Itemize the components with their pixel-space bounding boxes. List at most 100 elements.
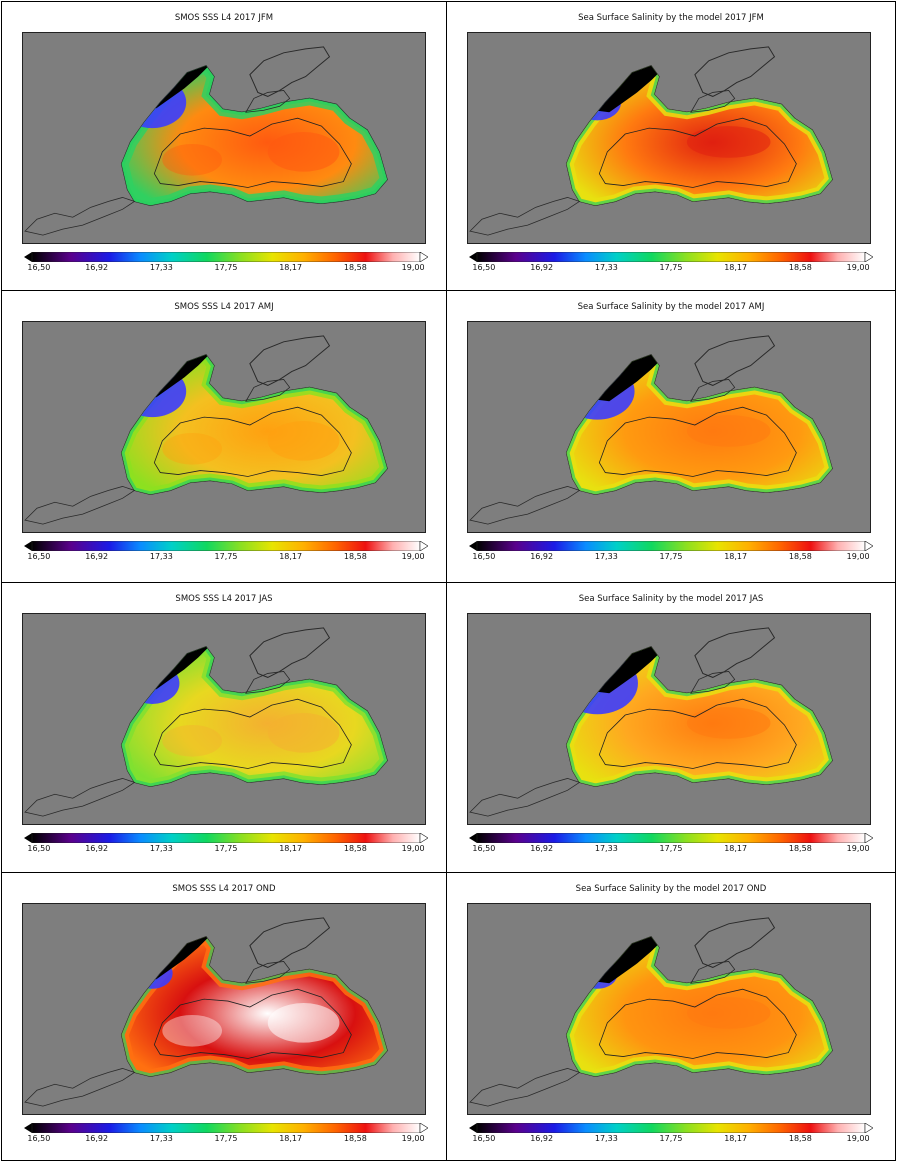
colorbar-tick-label: 17,33	[149, 1134, 173, 1143]
panel-title: SMOS SSS L4 2017 OND	[172, 884, 276, 894]
panel-smos-2: SMOS SSS L4 2017 AMJ 16,50 16,92 17,33 17,75…	[1, 291, 447, 583]
colorbar-tick-label: 18,58	[343, 844, 367, 853]
colorbar-tick-label: 19,00	[846, 844, 870, 853]
colorbar-tick-label: 17,33	[594, 844, 618, 853]
colorbar-tick-label: 18,58	[343, 552, 367, 561]
colorbar-tick-label: 17,33	[149, 263, 173, 272]
colorbar-tick-label: 16,50	[27, 844, 51, 853]
colorbar-tick-label: 16,50	[472, 263, 496, 272]
colorbar-tick-label: 18,17	[724, 844, 748, 853]
colorbar	[24, 252, 428, 262]
colorbar-tick-label: 16,92	[530, 263, 554, 272]
colorbar-tick-label: 17,33	[594, 1134, 618, 1143]
colorbar-tick-label: 18,58	[343, 1134, 367, 1143]
colorbar-tick-label: 18,58	[343, 263, 367, 272]
colorbar-tick-label: 18,58	[788, 844, 812, 853]
salinity-map	[467, 613, 871, 825]
colorbar-ticks: 16,50 16,92 17,33 17,75 18,17 18,58 19,00	[469, 263, 873, 275]
colorbar-tick-label: 17,75	[214, 844, 238, 853]
colorbar-tick-label: 17,75	[659, 263, 683, 272]
panel-title: SMOS SSS L4 2017 JFM	[174, 13, 274, 23]
colorbar-tick-label: 19,00	[401, 1134, 425, 1143]
colorbar	[469, 833, 873, 843]
colorbar-tick-label: 18,17	[724, 1134, 748, 1143]
colorbar-tick-label: 16,50	[27, 552, 51, 561]
colorbar-ticks: 16,50 16,92 17,33 17,75 18,17 18,58 19,00	[469, 844, 873, 856]
colorbar-tick-label: 17,75	[214, 552, 238, 561]
isohaline-contour	[598, 988, 797, 1059]
panel-title: Sea Surface Salinity by the model 2017 J…	[578, 594, 764, 604]
colorbar-tick-label: 16,92	[85, 552, 109, 561]
colorbar-tick-label: 16,92	[530, 552, 554, 561]
colorbar-ticks: 16,50 16,92 17,33 17,75 18,17 18,58 19,00	[24, 263, 428, 275]
colorbar-tick-label: 17,75	[659, 552, 683, 561]
colorbar-tick-label: 16,50	[472, 844, 496, 853]
colorbar-tick-label: 18,17	[279, 552, 303, 561]
salinity-map	[22, 903, 426, 1115]
isohaline-contour	[153, 406, 352, 477]
panel-smos-6: SMOS SSS L4 2017 OND 16,50 16,92 17,33 17,75…	[1, 873, 447, 1161]
colorbar-tick-label: 16,50	[472, 1134, 496, 1143]
colorbar-tick-label: 18,17	[724, 552, 748, 561]
panel-title: SMOS SSS L4 2017 JAS	[175, 594, 273, 604]
colorbar-tick-label: 18,58	[788, 263, 812, 272]
panel-title: Sea Surface Salinity by the model 2017 J…	[578, 13, 764, 23]
colorbar-tick-label: 16,92	[85, 844, 109, 853]
panel-model-5: Sea Surface Salinity by the model 2017 J…	[447, 583, 896, 873]
isohaline-contour	[153, 698, 352, 769]
colorbar-tick-label: 17,33	[594, 552, 618, 561]
colorbar-tick-label: 18,17	[279, 263, 303, 272]
colorbar-tick-label: 18,17	[279, 844, 303, 853]
colorbar-tick-label: 17,75	[659, 1134, 683, 1143]
colorbar-tick-label: 18,58	[788, 1134, 812, 1143]
colorbar-tick-label: 16,92	[530, 844, 554, 853]
colorbar	[24, 541, 428, 551]
panel-smos-4: SMOS SSS L4 2017 JAS 16,50 16,92 17,33 17,75…	[1, 583, 447, 873]
colorbar-tick-label: 17,75	[214, 1134, 238, 1143]
colorbar-tick-label: 16,92	[85, 263, 109, 272]
colorbar	[24, 833, 428, 843]
panel-model-3: Sea Surface Salinity by the model 2017 A…	[447, 291, 896, 583]
colorbar-ticks: 16,50 16,92 17,33 17,75 18,17 18,58 19,00	[24, 844, 428, 856]
colorbar-tick-label: 18,17	[279, 1134, 303, 1143]
colorbar-tick-label: 17,33	[149, 552, 173, 561]
salinity-map	[22, 613, 426, 825]
salinity-map	[467, 321, 871, 533]
colorbar-tick-label: 19,00	[846, 1134, 870, 1143]
panel-smos-0: SMOS SSS L4 2017 JFM 16,50 16,92 17,33 17,75…	[1, 1, 447, 291]
colorbar-tick-label: 18,17	[724, 263, 748, 272]
isohaline-contour	[598, 117, 797, 188]
salinity-map	[467, 903, 871, 1115]
colorbar-tick-label: 19,00	[846, 552, 870, 561]
isohaline-contour	[598, 406, 797, 477]
colorbar	[469, 252, 873, 262]
panel-model-7: Sea Surface Salinity by the model 2017 O…	[447, 873, 896, 1161]
colorbar-tick-label: 16,92	[530, 1134, 554, 1143]
colorbar-tick-label: 16,50	[27, 263, 51, 272]
colorbar-ticks: 16,50 16,92 17,33 17,75 18,17 18,58 19,00	[469, 1134, 873, 1146]
salinity-map	[467, 32, 871, 244]
panel-title: SMOS SSS L4 2017 AMJ	[174, 302, 274, 312]
colorbar	[469, 541, 873, 551]
colorbar-tick-label: 19,00	[401, 844, 425, 853]
isohaline-contour	[153, 988, 352, 1059]
isohaline-contour	[153, 117, 352, 188]
colorbar-ticks: 16,50 16,92 17,33 17,75 18,17 18,58 19,00	[24, 1134, 428, 1146]
colorbar	[24, 1123, 428, 1133]
salinity-map	[22, 32, 426, 244]
colorbar-tick-label: 17,33	[594, 263, 618, 272]
colorbar-tick-label: 19,00	[401, 263, 425, 272]
isohaline-contour	[598, 698, 797, 769]
colorbar-tick-label: 19,00	[401, 552, 425, 561]
panel-model-1: Sea Surface Salinity by the model 2017 J…	[447, 1, 896, 291]
colorbar-tick-label: 18,58	[788, 552, 812, 561]
panel-title: Sea Surface Salinity by the model 2017 A…	[577, 302, 765, 312]
colorbar-tick-label: 17,75	[214, 263, 238, 272]
salinity-map	[22, 321, 426, 533]
colorbar-tick-label: 17,75	[659, 844, 683, 853]
colorbar-ticks: 16,50 16,92 17,33 17,75 18,17 18,58 19,00	[24, 552, 428, 564]
colorbar-ticks: 16,50 16,92 17,33 17,75 18,17 18,58 19,00	[469, 552, 873, 564]
colorbar-tick-label: 16,50	[27, 1134, 51, 1143]
panel-title: Sea Surface Salinity by the model 2017 O…	[575, 884, 767, 894]
